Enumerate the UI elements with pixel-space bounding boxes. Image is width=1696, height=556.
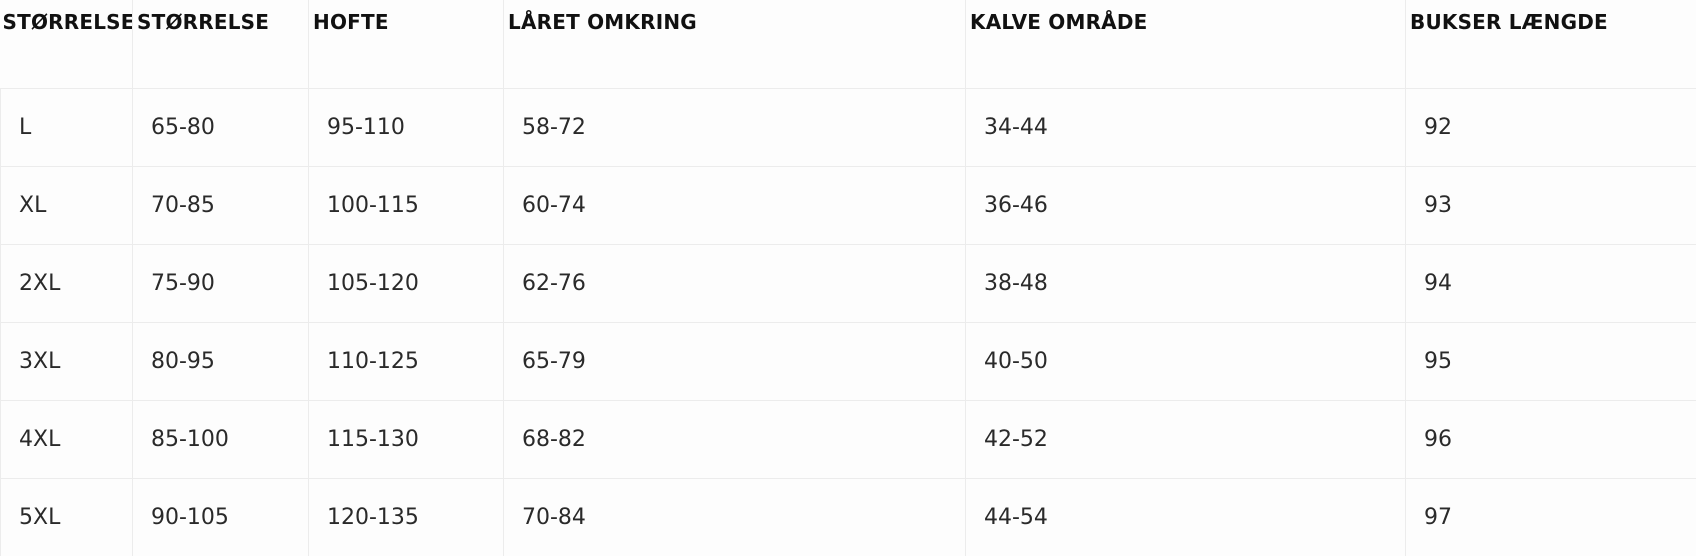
table-cell: L bbox=[1, 89, 133, 167]
table-cell: 36-46 bbox=[966, 167, 1406, 245]
table-cell: 115-130 bbox=[309, 401, 504, 479]
table-cell: 44-54 bbox=[966, 479, 1406, 556]
table-row: XL 70-85 100-115 60-74 36-46 93 bbox=[1, 167, 1696, 245]
table-cell: 34-44 bbox=[966, 89, 1406, 167]
table-row: 2XL 75-90 105-120 62-76 38-48 94 bbox=[1, 245, 1696, 323]
column-header-size: STØRRELSE bbox=[1, 0, 133, 89]
table-row: 5XL 90-105 120-135 70-84 44-54 97 bbox=[1, 479, 1696, 556]
table-cell: 80-95 bbox=[133, 323, 309, 401]
table-cell: 40-50 bbox=[966, 323, 1406, 401]
column-header-size-waist: STØRRELSE bbox=[133, 0, 309, 89]
table-cell: 62-76 bbox=[504, 245, 966, 323]
table-cell: 97 bbox=[1406, 479, 1696, 556]
table-cell: 110-125 bbox=[309, 323, 504, 401]
table-cell: 65-80 bbox=[133, 89, 309, 167]
table-cell: 96 bbox=[1406, 401, 1696, 479]
table-header: STØRRELSE STØRRELSE HOFTE LÅRET OMKRING … bbox=[1, 0, 1696, 89]
table-cell: 75-90 bbox=[133, 245, 309, 323]
table-row: 3XL 80-95 110-125 65-79 40-50 95 bbox=[1, 323, 1696, 401]
column-header-calf: KALVE OMRÅDE bbox=[966, 0, 1406, 89]
table-row: L 65-80 95-110 58-72 34-44 92 bbox=[1, 89, 1696, 167]
table-cell: 70-84 bbox=[504, 479, 966, 556]
table-cell: 93 bbox=[1406, 167, 1696, 245]
table-cell: 100-115 bbox=[309, 167, 504, 245]
table-cell: 42-52 bbox=[966, 401, 1406, 479]
table-cell: 60-74 bbox=[504, 167, 966, 245]
table-cell: 90-105 bbox=[133, 479, 309, 556]
table-cell: 92 bbox=[1406, 89, 1696, 167]
table-cell: 3XL bbox=[1, 323, 133, 401]
table-cell: 120-135 bbox=[309, 479, 504, 556]
table-cell: 2XL bbox=[1, 245, 133, 323]
column-header-thigh: LÅRET OMKRING bbox=[504, 0, 966, 89]
table-cell: 68-82 bbox=[504, 401, 966, 479]
column-header-pants-length: BUKSER LÆNGDE bbox=[1406, 0, 1696, 89]
table-cell: 95 bbox=[1406, 323, 1696, 401]
table-cell: 4XL bbox=[1, 401, 133, 479]
table-cell: 70-85 bbox=[133, 167, 309, 245]
column-header-hip: HOFTE bbox=[309, 0, 504, 89]
table-cell: 85-100 bbox=[133, 401, 309, 479]
table-cell: XL bbox=[1, 167, 133, 245]
table-row: 4XL 85-100 115-130 68-82 42-52 96 bbox=[1, 401, 1696, 479]
table-cell: 58-72 bbox=[504, 89, 966, 167]
table-cell: 38-48 bbox=[966, 245, 1406, 323]
table-cell: 105-120 bbox=[309, 245, 504, 323]
table-cell: 5XL bbox=[1, 479, 133, 556]
header-row: STØRRELSE STØRRELSE HOFTE LÅRET OMKRING … bbox=[1, 0, 1696, 89]
table-cell: 95-110 bbox=[309, 89, 504, 167]
table-body: L 65-80 95-110 58-72 34-44 92 XL 70-85 1… bbox=[1, 89, 1696, 556]
table-cell: 65-79 bbox=[504, 323, 966, 401]
table-cell: 94 bbox=[1406, 245, 1696, 323]
